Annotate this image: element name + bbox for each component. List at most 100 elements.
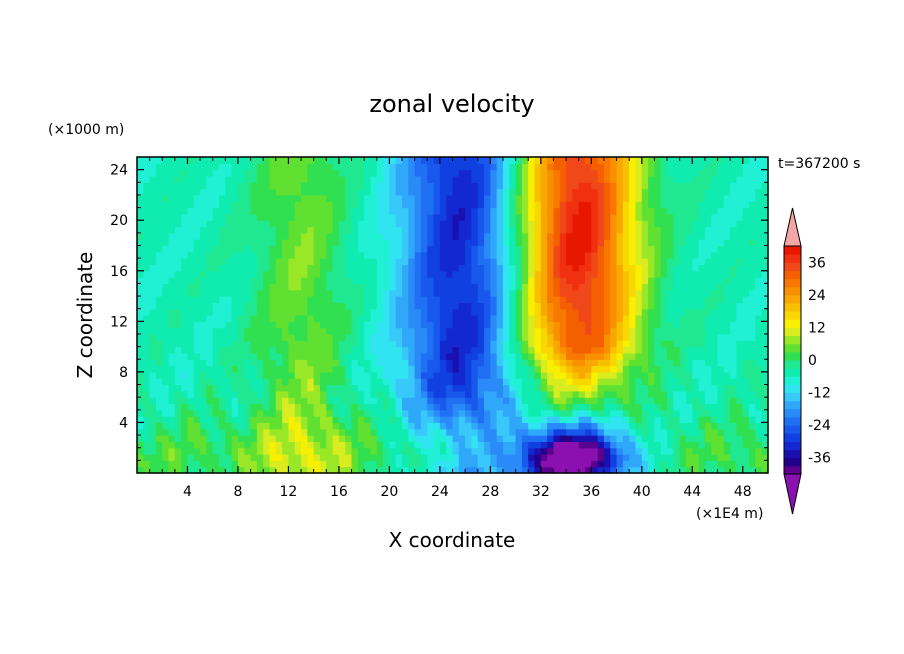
heatmap-cell [528,416,536,424]
heatmap-cell [345,397,353,405]
heatmap-cell [275,296,283,303]
heatmap-cell [673,466,681,474]
heatmap-cell [162,258,170,266]
heatmap-cell [433,245,441,253]
heatmap-cell [181,182,189,190]
heatmap-cell [326,397,334,405]
heatmap-cell [742,340,750,348]
heatmap-cell [591,207,599,215]
heatmap-cell [427,232,435,240]
heatmap-cell [137,403,144,411]
heatmap-cell [294,226,302,234]
heatmap-cell [364,409,372,417]
heatmap-cell [433,157,441,164]
heatmap-cell [667,258,674,266]
heatmap-cell [319,182,327,190]
heatmap-cell [288,226,296,234]
heatmap-cell [181,296,189,303]
heatmap-cell [231,207,239,215]
heatmap-cell [477,175,485,183]
heatmap-cell [654,302,662,310]
heatmap-cell [162,308,170,316]
heatmap-cell [307,460,315,468]
heatmap-cell [149,157,157,164]
heatmap-cell [610,226,618,234]
heatmap-cell [263,296,271,303]
heatmap-cell [477,397,485,405]
heatmap-cell [673,251,681,259]
heatmap-cell [231,428,239,436]
heatmap-cell [673,340,681,348]
heatmap-cell [275,422,283,430]
heatmap-cell [250,454,258,461]
heatmap-cell [723,352,731,360]
heatmap-cell [225,182,233,190]
heatmap-cell [187,251,195,259]
heatmap-cell [496,270,504,278]
heatmap-cell [237,435,245,442]
heatmap-cell [395,264,403,272]
heatmap-cell [458,352,466,360]
heatmap-cell [402,201,409,209]
heatmap-cell [585,435,592,442]
heatmap-cell [667,169,674,177]
heatmap-cell [496,397,504,405]
heatmap-cell [578,194,586,202]
heatmap-cell [143,460,151,468]
heatmap-cell [698,340,706,348]
heatmap-cell [648,435,656,442]
heatmap-cell [408,277,416,284]
heatmap-cell [578,157,586,164]
heatmap-cell [313,251,321,259]
heatmap-cell [181,264,189,272]
heatmap-cell [446,447,454,455]
heatmap-cell [313,289,321,297]
heatmap-cell [477,441,485,449]
heatmap-cell [307,207,315,215]
heatmap-cell [477,378,485,386]
heatmap-cell [679,245,687,253]
heatmap-cell [376,365,384,373]
heatmap-cell [547,466,555,474]
heatmap-cell [559,232,567,240]
heatmap-cell [383,296,390,303]
heatmap-cell [679,188,687,196]
heatmap-cell [370,340,378,348]
heatmap-cell [345,283,353,291]
heatmap-cell [364,390,372,398]
heatmap-cell [704,416,712,424]
heatmap-cell [219,169,226,177]
heatmap-cell [597,416,605,424]
heatmap-cell [282,454,290,461]
heatmap-cell [660,239,668,247]
heatmap-cell [692,435,700,442]
heatmap-cell [704,441,712,449]
heatmap-cell [528,169,536,177]
heatmap-cell [635,182,643,190]
heatmap-cell [704,213,712,221]
heatmap-cell [187,409,195,417]
heatmap-cell [313,409,321,417]
heatmap-cell [332,220,340,228]
heatmap-cell [338,163,346,171]
heatmap-cell [458,175,466,183]
heatmap-cell [168,207,176,215]
heatmap-cell [540,232,548,240]
heatmap-cell [332,169,340,177]
heatmap-cell [200,169,208,177]
heatmap-cell [723,264,731,272]
heatmap-cell [673,321,681,329]
heatmap-cell [338,302,346,310]
heatmap-cell [717,365,725,373]
heatmap-cell [502,201,510,209]
heatmap-cell [496,175,504,183]
heatmap-cell [578,302,586,310]
heatmap-cell [269,397,277,405]
heatmap-cell [749,441,756,449]
heatmap-cell [742,460,750,468]
heatmap-cell [244,194,252,202]
heatmap-cell [319,251,327,259]
heatmap-cell [471,447,479,455]
heatmap-cell [692,245,700,253]
heatmap-cell [603,302,611,310]
